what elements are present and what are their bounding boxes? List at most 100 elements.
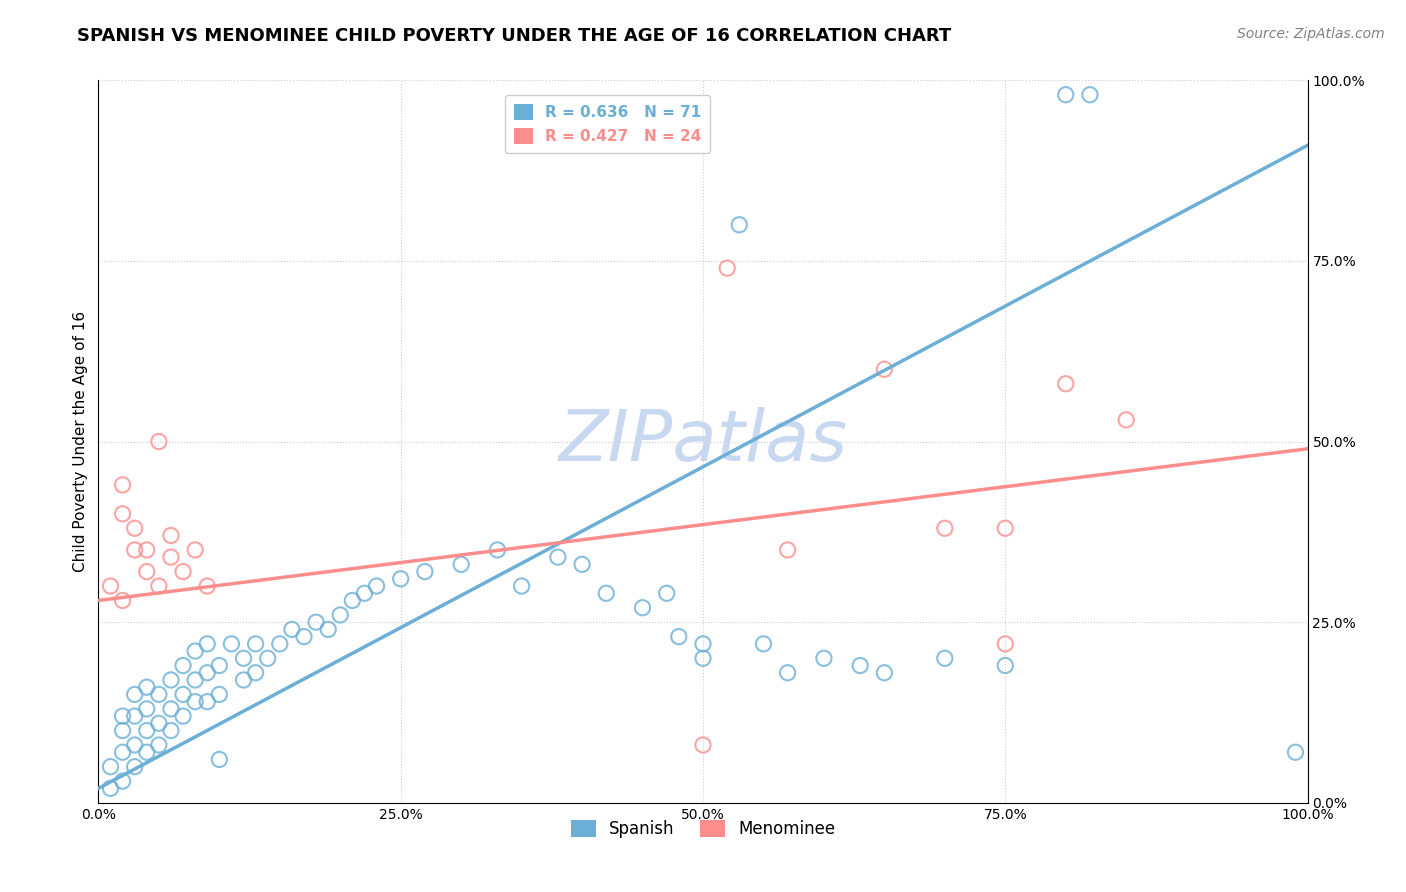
Point <box>655 586 678 600</box>
Point <box>172 709 194 723</box>
Point <box>873 362 896 376</box>
Point <box>111 478 134 492</box>
Point <box>668 630 690 644</box>
Point <box>256 651 278 665</box>
Point <box>571 558 593 572</box>
Point <box>208 752 231 766</box>
Point <box>172 687 194 701</box>
Point <box>111 745 134 759</box>
Point <box>873 665 896 680</box>
Point <box>245 665 267 680</box>
Point <box>450 558 472 572</box>
Point <box>172 565 194 579</box>
Point <box>111 774 134 789</box>
Point <box>245 637 267 651</box>
Point <box>148 716 170 731</box>
Point <box>292 630 315 644</box>
Point <box>752 637 775 651</box>
Point <box>716 261 738 276</box>
Point <box>195 695 218 709</box>
Point <box>1284 745 1306 759</box>
Point <box>994 637 1017 651</box>
Point <box>353 586 375 600</box>
Point <box>305 615 328 630</box>
Point <box>776 665 799 680</box>
Point <box>184 673 207 687</box>
Point <box>184 644 207 658</box>
Point <box>510 579 533 593</box>
Point <box>124 709 146 723</box>
Point <box>1054 376 1077 391</box>
Point <box>135 702 157 716</box>
Point <box>160 673 183 687</box>
Point <box>124 760 146 774</box>
Point <box>776 542 799 557</box>
Point <box>148 738 170 752</box>
Point <box>160 723 183 738</box>
Point <box>486 542 509 557</box>
Point <box>184 695 207 709</box>
Point <box>195 579 218 593</box>
Point <box>389 572 412 586</box>
Point <box>1078 87 1101 102</box>
Point <box>994 521 1017 535</box>
Point <box>316 623 339 637</box>
Point <box>124 738 146 752</box>
Point <box>728 218 751 232</box>
Point <box>281 623 304 637</box>
Point <box>124 521 146 535</box>
Point <box>100 760 122 774</box>
Point <box>221 637 243 651</box>
Point <box>148 434 170 449</box>
Point <box>232 673 254 687</box>
Text: SPANISH VS MENOMINEE CHILD POVERTY UNDER THE AGE OF 16 CORRELATION CHART: SPANISH VS MENOMINEE CHILD POVERTY UNDER… <box>77 27 952 45</box>
Point <box>232 651 254 665</box>
Point <box>208 687 231 701</box>
Point <box>1054 87 1077 102</box>
Point <box>135 745 157 759</box>
Point <box>100 579 122 593</box>
Point <box>124 542 146 557</box>
Point <box>135 565 157 579</box>
Point <box>208 658 231 673</box>
Point <box>692 738 714 752</box>
Point <box>124 687 146 701</box>
Point <box>172 658 194 673</box>
Text: Source: ZipAtlas.com: Source: ZipAtlas.com <box>1237 27 1385 41</box>
Point <box>135 542 157 557</box>
Point <box>184 542 207 557</box>
Point <box>148 687 170 701</box>
Point <box>111 593 134 607</box>
Point <box>195 665 218 680</box>
Point <box>269 637 291 651</box>
Point <box>413 565 436 579</box>
Point <box>595 586 617 600</box>
Point <box>547 550 569 565</box>
Point <box>631 600 654 615</box>
Point <box>934 521 956 535</box>
Point <box>329 607 352 622</box>
Point <box>195 637 218 651</box>
Point <box>813 651 835 665</box>
Point <box>111 723 134 738</box>
Text: ZIPatlas: ZIPatlas <box>558 407 848 476</box>
Point <box>135 723 157 738</box>
Point <box>135 680 157 694</box>
Point <box>100 781 122 796</box>
Point <box>111 709 134 723</box>
Point <box>160 702 183 716</box>
Point <box>148 579 170 593</box>
Point <box>849 658 872 673</box>
Point <box>111 507 134 521</box>
Point <box>1115 413 1137 427</box>
Point <box>160 550 183 565</box>
Point <box>994 658 1017 673</box>
Y-axis label: Child Poverty Under the Age of 16: Child Poverty Under the Age of 16 <box>73 311 89 572</box>
Point <box>160 528 183 542</box>
Legend: Spanish, Menominee: Spanish, Menominee <box>564 814 842 845</box>
Point <box>342 593 364 607</box>
Point <box>692 637 714 651</box>
Point <box>934 651 956 665</box>
Point <box>692 651 714 665</box>
Point <box>366 579 388 593</box>
